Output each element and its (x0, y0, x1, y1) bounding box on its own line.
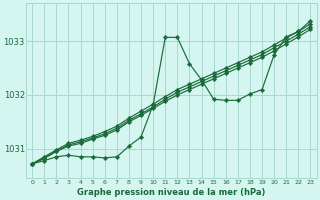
X-axis label: Graphe pression niveau de la mer (hPa): Graphe pression niveau de la mer (hPa) (77, 188, 266, 197)
